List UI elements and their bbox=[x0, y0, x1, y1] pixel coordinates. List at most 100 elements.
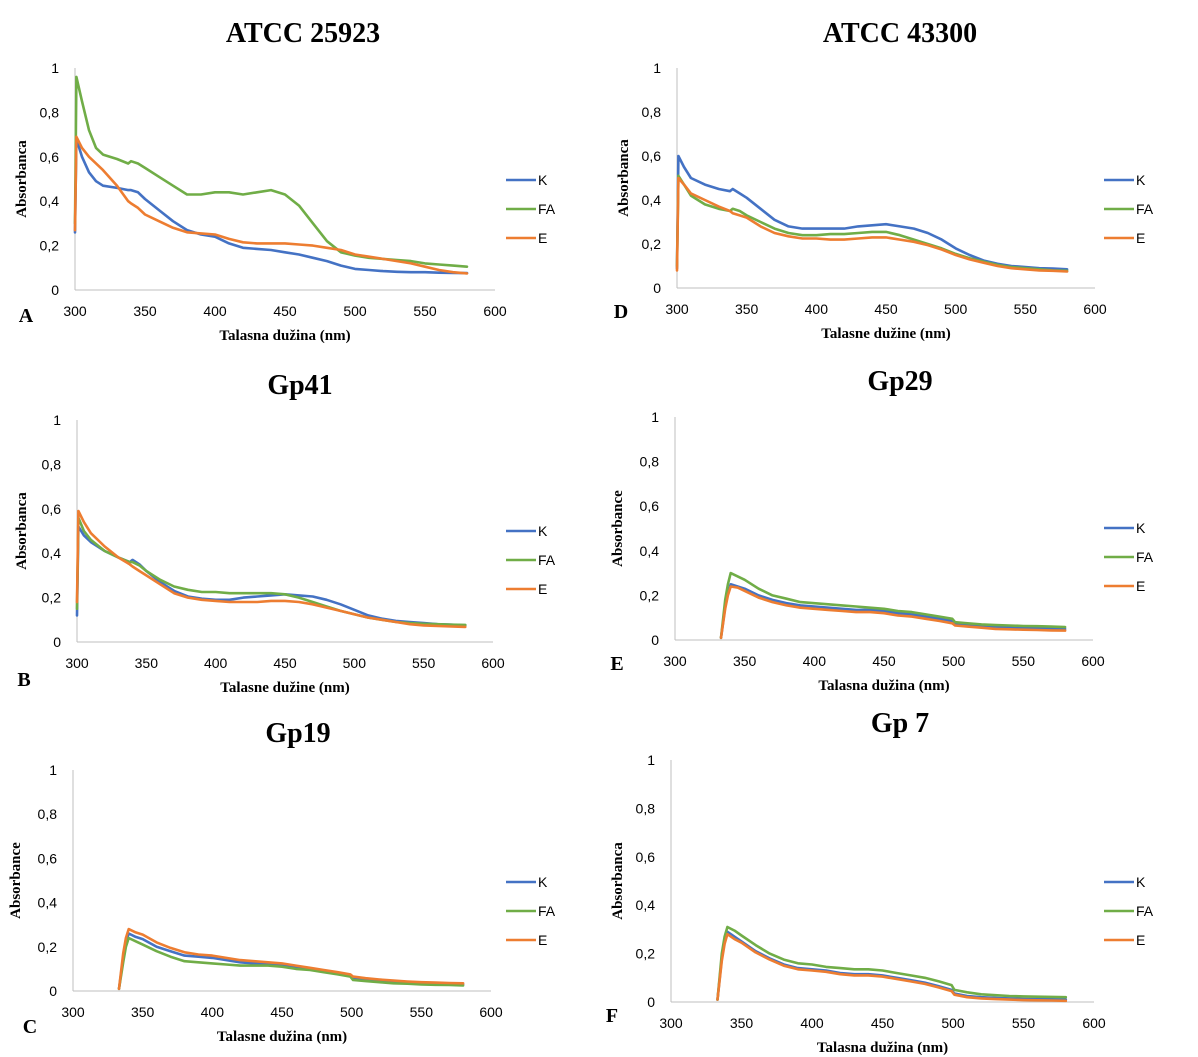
x-tick-label: 600 bbox=[479, 1004, 503, 1020]
legend-label-e: E bbox=[1136, 578, 1145, 594]
y-tick-label: 0 bbox=[51, 282, 59, 298]
x-tick-label: 600 bbox=[483, 303, 507, 319]
x-tick-label: 500 bbox=[942, 653, 966, 669]
panel-letter: F bbox=[606, 1005, 618, 1027]
x-tick-label: 400 bbox=[803, 653, 827, 669]
panel-letter: C bbox=[23, 1016, 37, 1038]
series-line-k bbox=[675, 154, 1069, 271]
series-line-fa bbox=[117, 936, 465, 991]
x-axis-title: Talasne dužina (nm) bbox=[217, 1029, 347, 1045]
series-line-k bbox=[716, 930, 1068, 1001]
x-axis-title: Talasna dužina (nm) bbox=[818, 678, 949, 694]
series-line-e bbox=[675, 176, 1069, 273]
x-tick-label: 450 bbox=[872, 653, 896, 669]
series-line-k bbox=[719, 583, 1067, 640]
legend-label-k: K bbox=[538, 172, 548, 188]
y-tick-label: 1 bbox=[51, 60, 59, 76]
x-tick-label: 350 bbox=[133, 303, 157, 319]
x-tick-label: 300 bbox=[665, 301, 689, 317]
series-line-k bbox=[75, 525, 467, 627]
x-axis-title: Talasne dužine (nm) bbox=[220, 680, 349, 696]
x-tick-label: 400 bbox=[800, 1015, 824, 1031]
y-tick-label: 0,6 bbox=[40, 149, 60, 165]
chart-panel-c: Gp19 0 0,2 0,4 0,6 0,8 1 300 350 400 450 500 550 600 T… bbox=[8, 718, 556, 1045]
x-tick-label: 300 bbox=[65, 655, 89, 671]
x-tick-label: 500 bbox=[340, 1004, 364, 1020]
y-tick-label: 0 bbox=[53, 634, 61, 650]
series-line-k bbox=[73, 137, 469, 275]
x-tick-label: 350 bbox=[733, 653, 757, 669]
y-tick-label: 0 bbox=[653, 280, 661, 296]
x-tick-label: 450 bbox=[270, 1004, 294, 1020]
y-axis-title: Absorbanca bbox=[610, 842, 626, 920]
y-tick-label: 1 bbox=[647, 752, 655, 768]
x-tick-label: 300 bbox=[61, 1004, 85, 1020]
series-line-e bbox=[75, 509, 467, 629]
y-axis-title: Absorbanca bbox=[14, 492, 30, 570]
legend-label-e: E bbox=[538, 230, 547, 246]
y-tick-label: 0,8 bbox=[636, 800, 656, 816]
panel-letter: E bbox=[610, 653, 623, 675]
y-tick-label: 0,2 bbox=[642, 236, 662, 252]
x-tick-label: 450 bbox=[874, 301, 898, 317]
y-tick-label: 0,6 bbox=[642, 148, 662, 164]
x-tick-label: 600 bbox=[1083, 301, 1107, 317]
series-line-fa bbox=[75, 516, 467, 627]
y-tick-label: 0,8 bbox=[642, 104, 662, 120]
y-tick-label: 1 bbox=[653, 60, 661, 76]
panel-letter: D bbox=[614, 301, 628, 323]
x-tick-label: 600 bbox=[481, 655, 505, 671]
x-tick-label: 300 bbox=[63, 303, 87, 319]
y-tick-label: 0,6 bbox=[640, 498, 660, 514]
x-tick-label: 550 bbox=[410, 1004, 434, 1020]
y-tick-label: 0,4 bbox=[40, 193, 60, 209]
chart-panel-b: Gp41 0 0,2 0,4 0,6 0,8 1 300 350 400 450 500 550 600 T… bbox=[14, 370, 556, 696]
legend-label-fa: FA bbox=[538, 903, 556, 919]
series-line-e bbox=[719, 585, 1067, 640]
legend-label-k: K bbox=[1136, 520, 1146, 536]
legend-label-fa: FA bbox=[1136, 549, 1154, 565]
y-axis-title: Absorbanca bbox=[14, 140, 30, 218]
panel-letter: A bbox=[19, 305, 34, 327]
legend-label-e: E bbox=[538, 932, 547, 948]
x-tick-label: 400 bbox=[203, 303, 227, 319]
chart-panel-e: Gp29 0 0,2 0,4 0,6 0,8 1 300 350 400 450 500 550 600 T… bbox=[610, 366, 1154, 694]
series-line-e bbox=[117, 927, 465, 991]
legend-label-k: K bbox=[538, 874, 548, 890]
y-tick-label: 0 bbox=[49, 983, 57, 999]
x-tick-label: 500 bbox=[343, 655, 367, 671]
x-tick-label: 500 bbox=[941, 1015, 965, 1031]
y-tick-label: 0,8 bbox=[42, 456, 62, 472]
y-tick-label: 0,4 bbox=[42, 545, 62, 561]
legend-label-k: K bbox=[538, 523, 548, 539]
chart-title: Gp19 bbox=[265, 718, 330, 749]
x-tick-label: 550 bbox=[1012, 653, 1036, 669]
x-tick-label: 350 bbox=[135, 655, 159, 671]
x-tick-label: 350 bbox=[735, 301, 759, 317]
legend-label-fa: FA bbox=[538, 201, 556, 217]
x-tick-label: 400 bbox=[201, 1004, 225, 1020]
x-tick-label: 300 bbox=[663, 653, 687, 669]
y-axis-title: Absorbanca bbox=[616, 139, 632, 217]
x-tick-label: 400 bbox=[204, 655, 228, 671]
series-line-fa bbox=[719, 571, 1067, 640]
y-tick-label: 0 bbox=[647, 994, 655, 1010]
series-line-fa bbox=[716, 925, 1068, 1001]
x-tick-label: 550 bbox=[413, 303, 437, 319]
x-tick-label: 550 bbox=[1012, 1015, 1036, 1031]
x-tick-label: 600 bbox=[1082, 1015, 1106, 1031]
y-tick-label: 0,4 bbox=[640, 543, 660, 559]
y-tick-label: 0,6 bbox=[42, 501, 62, 517]
legend-label-k: K bbox=[1136, 874, 1146, 890]
y-axis-title: Absorbance bbox=[8, 842, 24, 919]
x-tick-label: 350 bbox=[131, 1004, 155, 1020]
chart-title: Gp29 bbox=[867, 366, 932, 397]
x-tick-label: 450 bbox=[273, 655, 297, 671]
legend-label-fa: FA bbox=[1136, 201, 1154, 217]
legend-label-k: K bbox=[1136, 172, 1146, 188]
y-tick-label: 0,4 bbox=[38, 895, 58, 911]
y-tick-label: 1 bbox=[49, 762, 57, 778]
x-tick-label: 450 bbox=[273, 303, 297, 319]
y-tick-label: 0,4 bbox=[636, 897, 656, 913]
legend-label-e: E bbox=[1136, 932, 1145, 948]
